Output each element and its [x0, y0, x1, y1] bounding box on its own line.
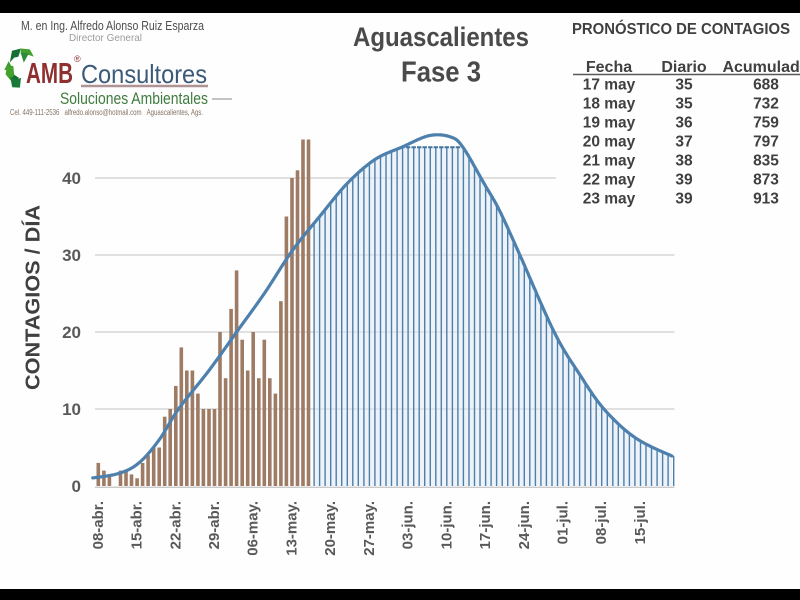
- svg-text:Diario: Diario: [661, 59, 707, 76]
- svg-text:797: 797: [753, 134, 779, 151]
- svg-text:Consultores: Consultores: [81, 59, 207, 89]
- svg-text:18 may: 18 may: [583, 96, 636, 113]
- svg-text:Soluciones Ambientales: Soluciones Ambientales: [60, 89, 208, 108]
- svg-text:24-jun.: 24-jun.: [516, 501, 533, 549]
- svg-text:35: 35: [675, 96, 693, 113]
- svg-text:AMB: AMB: [26, 58, 73, 90]
- svg-text:21 may: 21 may: [583, 153, 636, 170]
- svg-text:Fecha: Fecha: [586, 59, 632, 76]
- svg-text:22-abr.: 22-abr.: [167, 501, 184, 549]
- svg-text:01-jul.: 01-jul.: [555, 501, 572, 544]
- svg-text:17 may: 17 may: [583, 77, 636, 94]
- svg-text:20: 20: [62, 323, 81, 342]
- svg-text:39: 39: [675, 191, 693, 208]
- svg-text:CONTAGIOS / DÍA: CONTAGIOS / DÍA: [22, 205, 45, 390]
- svg-text:Director General: Director General: [69, 32, 142, 44]
- svg-text:22 may: 22 may: [583, 172, 636, 189]
- svg-text:913: 913: [753, 191, 779, 208]
- svg-text:®: ®: [74, 54, 81, 64]
- svg-text:35: 35: [675, 77, 693, 94]
- svg-text:873: 873: [753, 172, 779, 189]
- svg-text:Fase 3: Fase 3: [401, 57, 481, 89]
- svg-text:30: 30: [62, 246, 81, 265]
- svg-text:36: 36: [675, 115, 693, 132]
- svg-text:20 may: 20 may: [583, 134, 636, 151]
- svg-text:835: 835: [753, 153, 779, 170]
- svg-text:40: 40: [62, 169, 81, 188]
- svg-text:20-may.: 20-may.: [322, 501, 339, 556]
- svg-text:38: 38: [675, 153, 693, 170]
- svg-text:15-abr.: 15-abr.: [129, 501, 146, 549]
- svg-text:03-jun.: 03-jun.: [400, 501, 417, 549]
- svg-text:M. en Ing. Alfredo Alonso Ruiz: M. en Ing. Alfredo Alonso Ruiz Esparza: [21, 18, 205, 33]
- svg-text:Cel. 449-111-2536 alfredo.al: Cel. 449-111-2536 alfredo.alonso@hotmail…: [10, 108, 203, 117]
- svg-text:688: 688: [753, 77, 779, 94]
- svg-text:39: 39: [675, 172, 693, 189]
- svg-text:0: 0: [72, 477, 81, 496]
- svg-text:08-jul.: 08-jul.: [593, 501, 610, 544]
- svg-text:06-may.: 06-may.: [245, 501, 262, 556]
- svg-text:29-abr.: 29-abr.: [206, 501, 223, 549]
- svg-text:23 may: 23 may: [583, 191, 636, 208]
- svg-text:37: 37: [675, 134, 692, 151]
- svg-text:15-jul.: 15-jul.: [632, 501, 649, 544]
- svg-text:732: 732: [753, 96, 779, 113]
- svg-text:759: 759: [753, 115, 779, 132]
- svg-text:27-may.: 27-may.: [361, 501, 378, 556]
- svg-text:PRONÓSTICO DE CONTAGIOS: PRONÓSTICO DE CONTAGIOS: [572, 20, 790, 38]
- svg-text:Aguascalientes: Aguascalientes: [353, 22, 529, 52]
- svg-text:13-may.: 13-may.: [284, 501, 301, 556]
- svg-text:10: 10: [62, 400, 81, 419]
- svg-text:Acumulado: Acumulado: [722, 59, 800, 76]
- svg-text:19 may: 19 may: [583, 115, 636, 132]
- svg-text:08-abr.: 08-abr.: [90, 501, 107, 549]
- svg-text:10-jun.: 10-jun.: [438, 501, 455, 549]
- svg-text:17-jun.: 17-jun.: [477, 501, 494, 549]
